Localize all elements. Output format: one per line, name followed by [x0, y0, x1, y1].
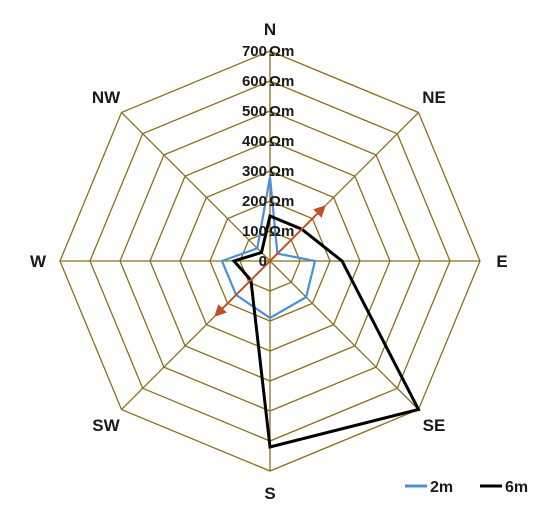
- tick-label-300: 300: [242, 163, 267, 180]
- direction-label-ne: NE: [422, 88, 446, 107]
- tick-label-200: 200: [242, 193, 267, 210]
- tick-unit-400: Ωm: [269, 133, 294, 150]
- tick-unit-700: Ωm: [269, 43, 294, 60]
- tick-label-600: 600: [242, 73, 267, 90]
- tick-unit-100: Ωm: [269, 223, 294, 240]
- legend: 2m 6m: [405, 479, 528, 496]
- direction-label-w: W: [30, 252, 47, 271]
- direction-label-nw: NW: [92, 88, 121, 107]
- spoke-se: [269, 260, 419, 410]
- tick-label-500: 500: [242, 103, 267, 120]
- direction-label-sw: SW: [92, 416, 120, 435]
- tick-label-700: 700: [242, 43, 267, 60]
- tick-unit-500: Ωm: [269, 103, 294, 120]
- direction-arrow: [214, 205, 326, 317]
- direction-label-se: SE: [423, 416, 446, 435]
- direction-labels: N NE E SE S SW W NW: [30, 20, 508, 503]
- legend-label-2m: 2m: [430, 479, 453, 496]
- tick-label-0: 0: [259, 253, 267, 270]
- annotation-layer: [214, 205, 326, 317]
- legend-label-6m: 6m: [505, 479, 528, 496]
- tick-unit-600: Ωm: [269, 73, 294, 90]
- tick-unit-200: Ωm: [269, 193, 294, 210]
- tick-label-400: 400: [242, 133, 267, 150]
- direction-label-e: E: [496, 252, 507, 271]
- direction-label-n: N: [264, 20, 276, 39]
- tick-unit-300: Ωm: [269, 163, 294, 180]
- direction-label-s: S: [264, 484, 275, 503]
- tick-label-100: 100: [242, 223, 267, 240]
